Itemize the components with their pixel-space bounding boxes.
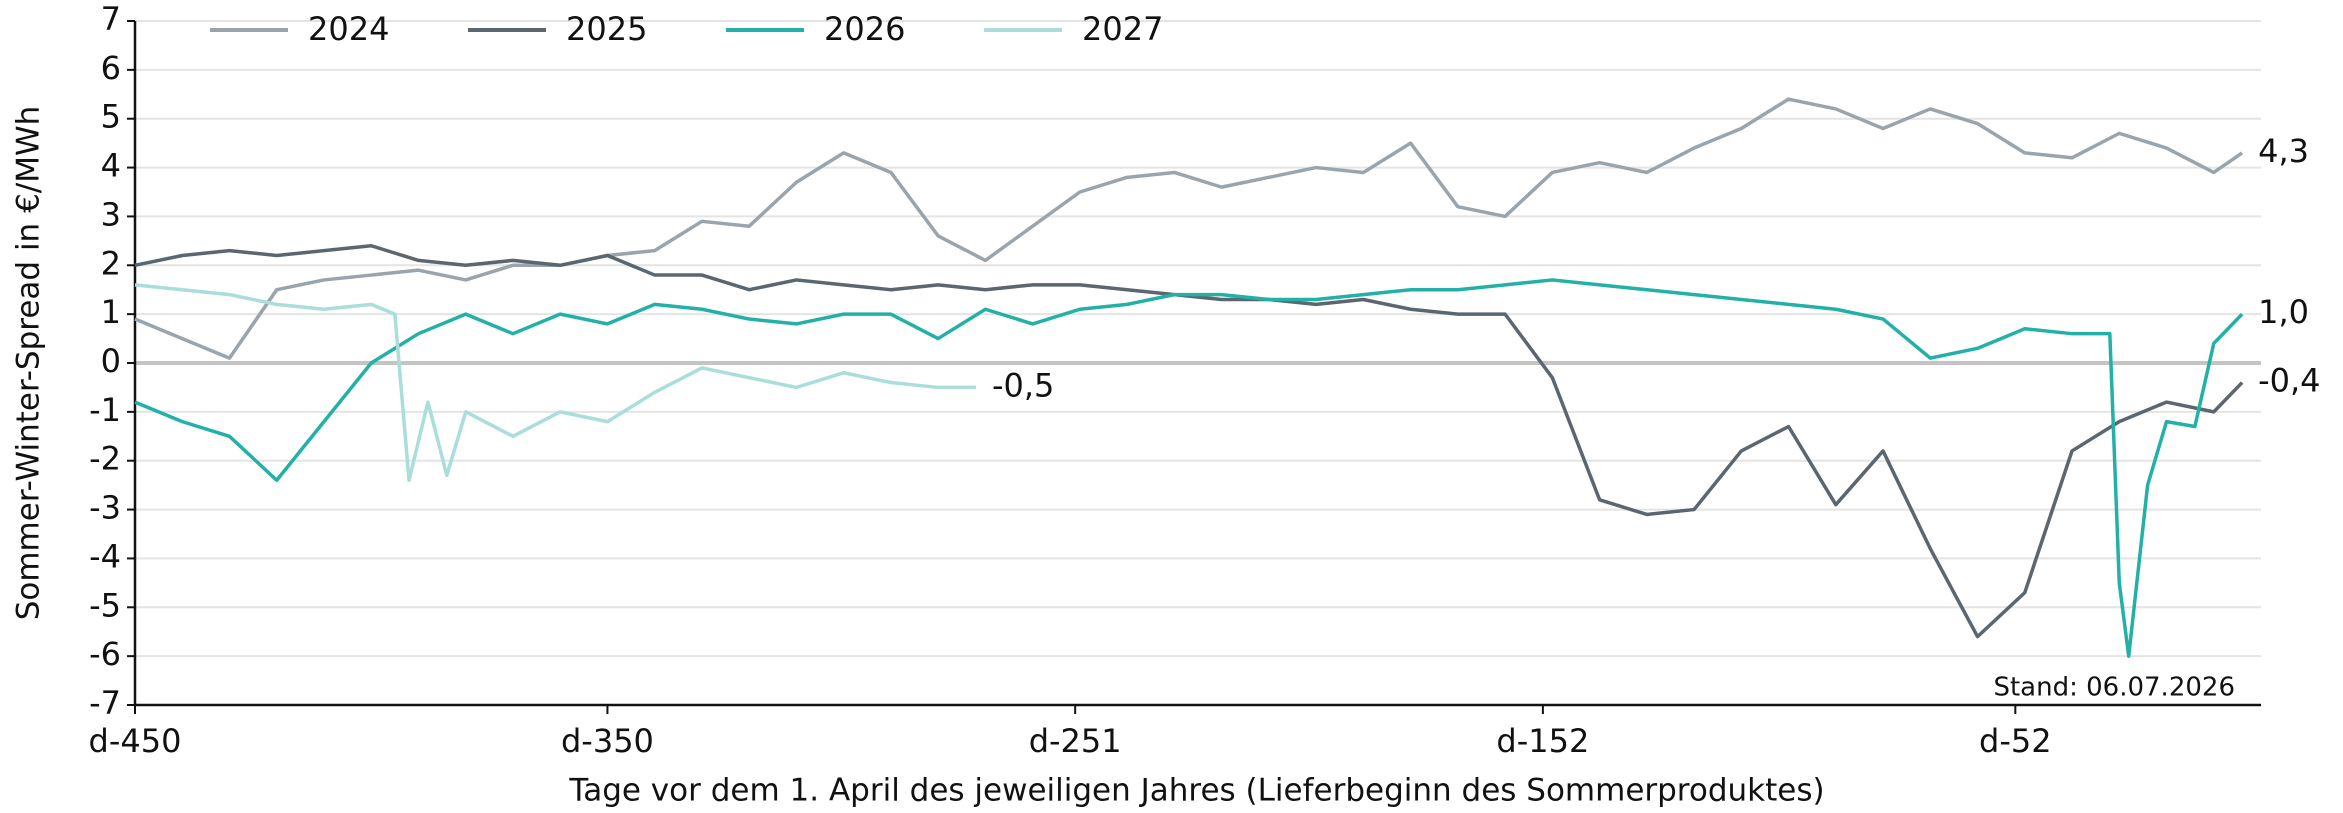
y-tick-label: -3 [89,489,121,527]
line [134,243,2244,639]
y-tick-label: 1 [101,293,121,331]
x-tick-label: d-152 [1496,722,1589,760]
line [134,97,2244,360]
end-label: 1,0 [2258,293,2309,331]
line [134,283,976,483]
end-label: 4,3 [2258,132,2309,170]
x-tick-label: d-450 [89,722,182,760]
y-tick-label: -2 [89,440,121,478]
x-axis-label: Tage vor dem 1. April des jeweiligen Jah… [568,773,1824,809]
end-label: -0,4 [2258,362,2320,400]
legend-label: 2026 [824,10,905,48]
y-tick-label: -7 [89,684,121,722]
x-tick-label: d-52 [1979,722,2052,760]
legend-label: 2024 [308,10,389,48]
y-tick-label: -5 [89,586,121,624]
annotation: Stand: 06.07.2026 [1993,673,2235,703]
y-tick-label: -1 [89,391,121,429]
legend-label: 2027 [1082,10,1163,48]
x-tick-label: d-350 [561,722,654,760]
y-tick-label: 0 [101,342,121,380]
y-tick-label: 2 [101,244,121,282]
y-tick-label: 6 [101,49,121,87]
y-tick-label: 3 [101,195,121,233]
y-tick-label: 7 [101,0,121,38]
y-axis-label: Sommer-Winter-Spread in €/MWh [11,106,47,621]
y-tick-label: 4 [101,147,121,185]
x-tick-label: d-251 [1029,722,1122,760]
y-tick-label: -6 [89,635,121,673]
y-tick-label: -4 [89,537,121,575]
y-tick-label: 5 [101,98,121,136]
end-label: -0,5 [992,366,1054,404]
line [134,278,2244,658]
legend-label: 2025 [566,10,647,48]
